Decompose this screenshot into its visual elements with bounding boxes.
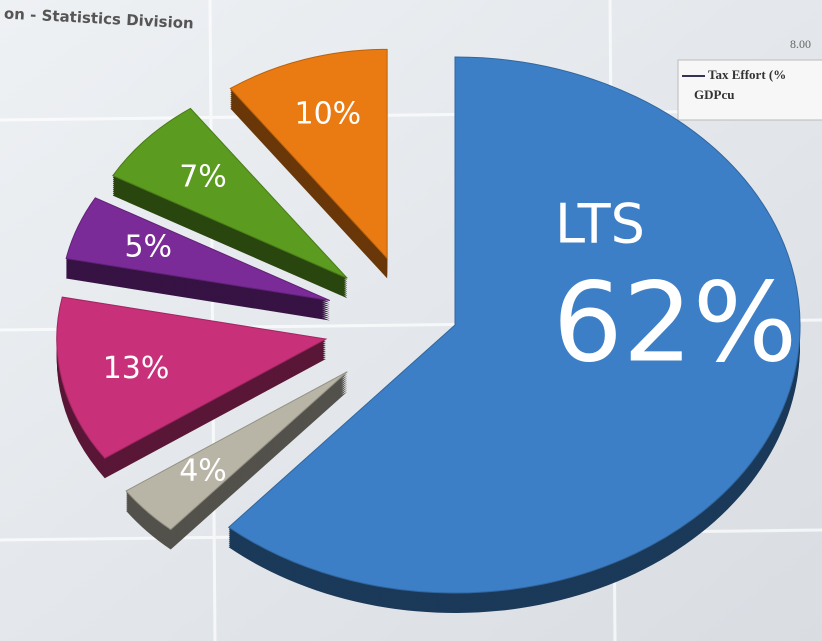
legend-text: Tax Effort (%: [708, 67, 786, 82]
slice-value-label: 4%: [179, 454, 227, 489]
slice-value-label: 13%: [103, 351, 170, 386]
legend-box: [677, 59, 822, 121]
slice-value-label: 5%: [124, 229, 172, 264]
legend-text: GDPcu: [694, 87, 734, 102]
slice-value-label: 62%: [553, 258, 798, 386]
slice: [125, 371, 348, 531]
axis-value: 8.00: [790, 37, 811, 51]
slice: [65, 197, 330, 301]
slice-value-label: 7%: [179, 159, 227, 194]
slice: [227, 56, 801, 594]
slice-value-label: 10%: [295, 97, 362, 132]
slice: [112, 107, 348, 279]
slice-category-label: LTS: [555, 193, 645, 256]
slice: [56, 296, 328, 459]
slice: [229, 48, 388, 260]
